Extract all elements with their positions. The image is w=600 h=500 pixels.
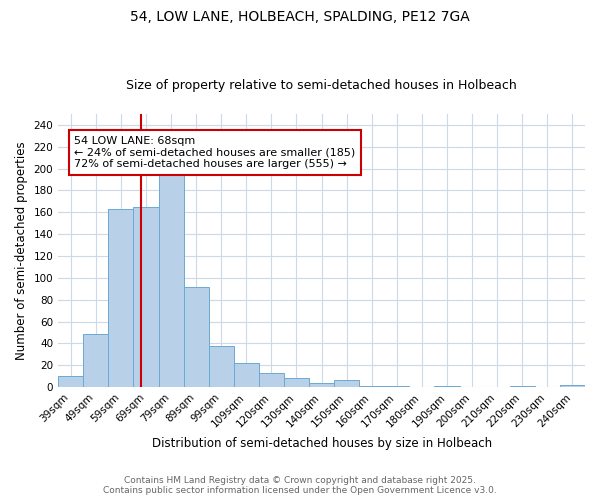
Title: Size of property relative to semi-detached houses in Holbeach: Size of property relative to semi-detach…	[126, 79, 517, 92]
Text: Contains HM Land Registry data © Crown copyright and database right 2025.
Contai: Contains HM Land Registry data © Crown c…	[103, 476, 497, 495]
Bar	[510, 386, 535, 387]
X-axis label: Distribution of semi-detached houses by size in Holbeach: Distribution of semi-detached houses by …	[152, 437, 491, 450]
Bar	[109, 209, 133, 387]
Bar	[58, 376, 83, 387]
Bar	[359, 386, 385, 387]
Bar	[133, 207, 158, 387]
Text: 54, LOW LANE, HOLBEACH, SPALDING, PE12 7GA: 54, LOW LANE, HOLBEACH, SPALDING, PE12 7…	[130, 10, 470, 24]
Bar	[385, 386, 409, 387]
Bar	[234, 363, 259, 387]
Bar	[284, 378, 309, 387]
Bar	[83, 334, 109, 387]
Bar	[434, 386, 460, 387]
Bar	[560, 385, 585, 387]
Bar	[184, 286, 209, 387]
Text: 54 LOW LANE: 68sqm
← 24% of semi-detached houses are smaller (185)
72% of semi-d: 54 LOW LANE: 68sqm ← 24% of semi-detache…	[74, 136, 356, 169]
Bar	[309, 382, 334, 387]
Bar	[259, 373, 284, 387]
Bar	[334, 380, 359, 387]
Bar	[158, 174, 184, 387]
Y-axis label: Number of semi-detached properties: Number of semi-detached properties	[15, 141, 28, 360]
Bar	[209, 346, 234, 387]
